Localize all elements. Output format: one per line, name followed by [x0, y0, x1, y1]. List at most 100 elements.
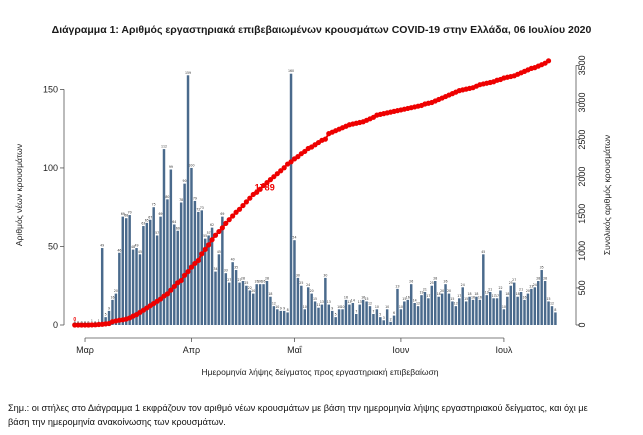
bar-value-label: 17	[492, 294, 496, 298]
bar	[502, 309, 506, 325]
bar	[499, 290, 502, 325]
bar-value-label: 67	[148, 215, 152, 219]
bar	[100, 248, 104, 325]
bar	[114, 293, 118, 325]
left-y-tick-label: 0	[53, 320, 58, 330]
bar	[190, 167, 193, 325]
bar-value-label: 45	[138, 250, 142, 254]
bar-value-label: 75	[152, 203, 156, 207]
cumulative-annotation: 1789	[255, 182, 275, 192]
cumulative-point	[185, 269, 191, 275]
bar	[231, 262, 234, 325]
cumulative-point	[230, 213, 236, 219]
bar-value-label: 100	[188, 163, 194, 167]
bar	[276, 309, 279, 325]
bar-value-label: 49	[134, 244, 138, 248]
bar	[210, 227, 214, 325]
cumulative-point	[295, 154, 301, 160]
bar-value-label: 160	[288, 69, 294, 73]
cumulative-point	[202, 246, 208, 252]
chart-title: Διάγραμμα 1: Αριθμός εργαστηριακά επιβεβ…	[51, 24, 592, 36]
bar-value-label: 16	[110, 295, 114, 299]
bar-value-label: 72	[196, 207, 200, 211]
bar-value-label: 24	[461, 283, 465, 287]
cumulative-point	[257, 186, 263, 192]
bar-value-label: 55	[203, 234, 207, 238]
bar-value-label: 0	[77, 321, 79, 325]
bar	[241, 281, 245, 325]
bar-value-label: 16	[471, 295, 475, 299]
bar	[368, 306, 372, 325]
bar-value-label: 30	[323, 273, 327, 277]
cumulative-point	[164, 291, 171, 297]
bar	[458, 298, 461, 325]
bar-value-label: 16	[361, 295, 365, 299]
bar	[492, 298, 495, 325]
bar	[547, 301, 550, 325]
bar	[118, 252, 121, 325]
bar-value-label: 28	[433, 277, 437, 281]
bar-value-label: 18	[474, 292, 478, 296]
bar	[409, 284, 413, 325]
bar	[396, 288, 399, 325]
right-y-tick-label: 0	[577, 322, 587, 327]
bar-value-label: 45	[217, 250, 221, 254]
bar-value-label: 64	[172, 220, 176, 224]
bar	[306, 287, 310, 325]
bar-value-label: 23	[529, 284, 533, 288]
bar	[265, 281, 269, 325]
bar	[471, 299, 475, 325]
bar-value-label: 12	[368, 302, 372, 306]
bar-value-label: 22	[248, 286, 252, 290]
bar	[128, 215, 131, 325]
bar	[234, 270, 238, 325]
cumulative-point	[322, 136, 328, 142]
bar-value-label: 10	[375, 305, 379, 309]
bar	[427, 298, 430, 325]
bar-value-label: 24	[533, 283, 537, 287]
bar-value-label: 65	[145, 218, 149, 222]
bar-value-label: 20	[310, 289, 314, 293]
bar	[203, 238, 207, 325]
bar-value-label: 20	[440, 289, 444, 293]
cumulative-point	[178, 277, 184, 284]
x-tick-label: Μαρ	[76, 345, 94, 355]
bar-value-label: 30	[296, 273, 300, 277]
cumulative-point	[260, 182, 267, 189]
bar-value-label: 16	[522, 295, 526, 299]
bar-value-label: 28	[265, 277, 269, 281]
bar	[444, 284, 447, 325]
bar-value-label: 99	[169, 165, 173, 169]
bar	[159, 216, 162, 325]
bar-value-label: 16	[406, 295, 410, 299]
bar	[169, 169, 173, 325]
bar	[512, 282, 516, 325]
bar	[272, 306, 276, 325]
left-y-axis-label: Αριθμός νέων κρουσμάτων	[14, 144, 24, 246]
bar	[475, 296, 478, 325]
bar	[131, 249, 135, 325]
bar-value-label: 16	[344, 295, 348, 299]
cumulative-annotation: 3562	[541, 0, 561, 2]
bar-value-label: 69	[159, 212, 163, 216]
bar-value-label: 20	[526, 289, 530, 293]
right-y-tick-label: 1000	[577, 241, 587, 261]
bar	[485, 295, 488, 325]
bar	[440, 293, 444, 325]
cumulative-point	[288, 159, 294, 165]
bar	[214, 271, 217, 325]
bar-value-label: 54	[292, 236, 296, 240]
bar	[454, 306, 458, 325]
cumulative-point	[281, 165, 287, 171]
bar-value-label: 5	[105, 313, 107, 317]
bar-value-label: 8	[554, 308, 556, 312]
cumulative-point	[264, 180, 270, 186]
bar-value-label: 0	[74, 321, 76, 325]
bar-value-label: 49	[100, 244, 104, 248]
bar-value-label: 7	[372, 310, 374, 314]
bar	[451, 301, 454, 325]
bar-value-label: 10	[385, 305, 389, 309]
right-y-tick-label: 500	[577, 280, 587, 295]
bar	[262, 284, 265, 325]
right-y-tick-label: 2000	[577, 167, 587, 187]
